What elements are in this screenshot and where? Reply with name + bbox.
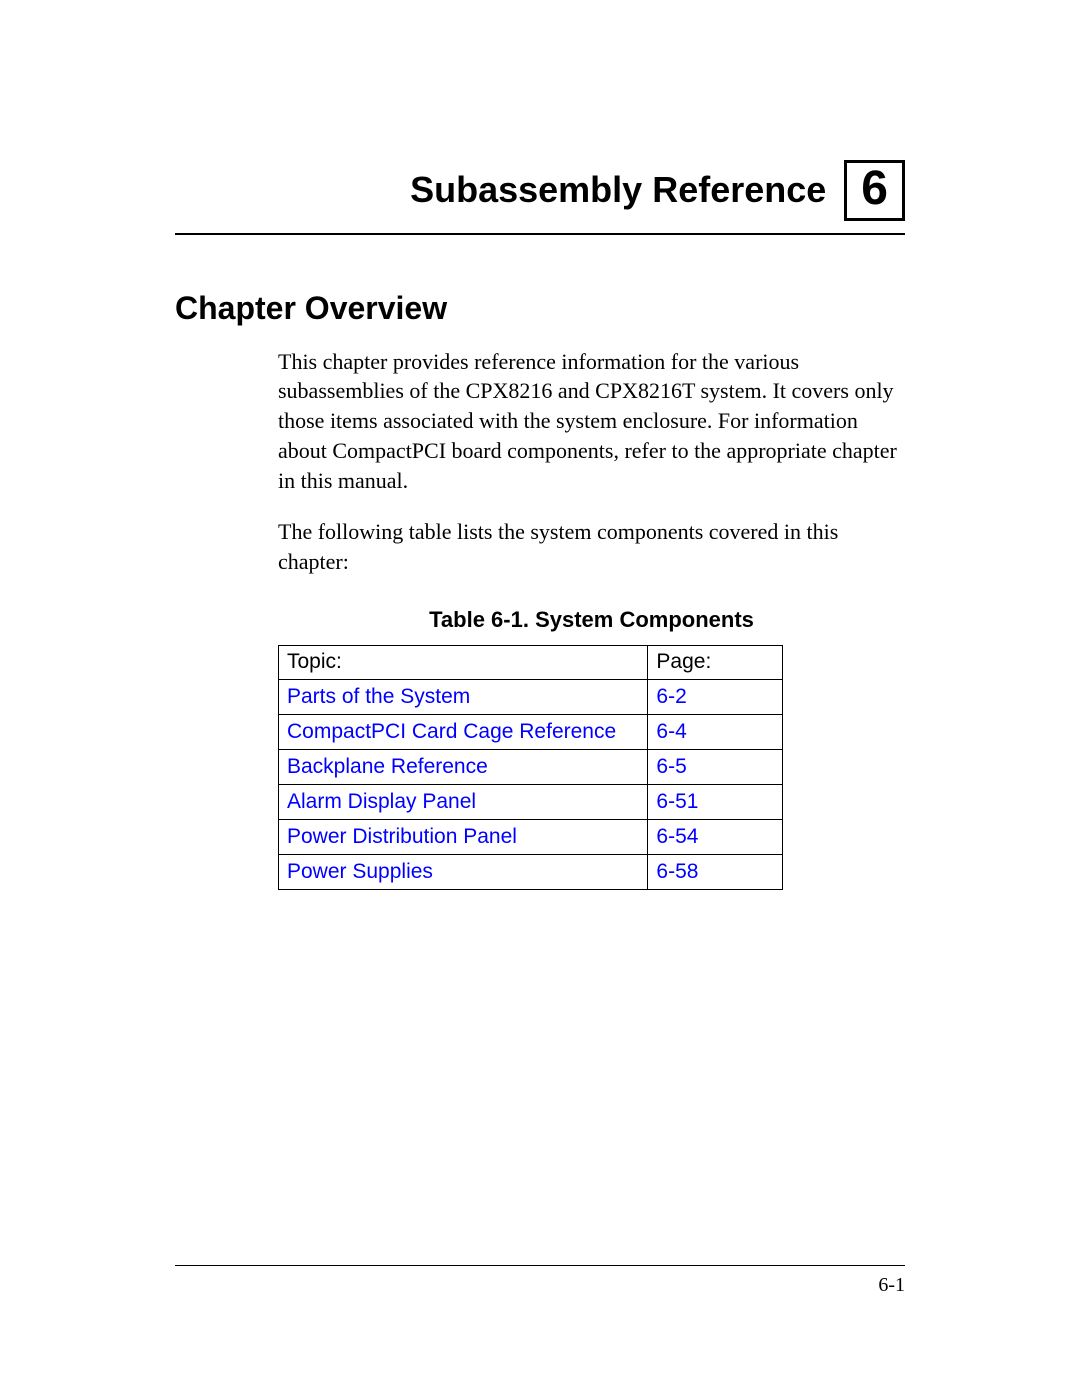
page-footer: 6-1 (175, 1265, 905, 1297)
table-header-row: Topic: Page: (279, 645, 783, 679)
page-link[interactable]: 6-58 (656, 860, 698, 883)
page-link[interactable]: 6-5 (656, 755, 686, 778)
page-link[interactable]: 6-2 (656, 685, 686, 708)
topic-link[interactable]: CompactPCI Card Cage Reference (287, 720, 616, 743)
table-row: Power Distribution Panel 6-54 (279, 819, 783, 854)
overview-paragraph-2: The following table lists the system com… (278, 517, 905, 576)
column-header-page: Page: (648, 645, 783, 679)
topic-link[interactable]: Parts of the System (287, 685, 470, 708)
topic-link[interactable]: Backplane Reference (287, 755, 488, 778)
table-row: Parts of the System 6-2 (279, 679, 783, 714)
table-caption: Table 6-1. System Components (278, 607, 905, 633)
overview-paragraph-1: This chapter provides reference informat… (278, 347, 905, 495)
column-header-topic: Topic: (279, 645, 648, 679)
chapter-title: Subassembly Reference (410, 169, 826, 211)
table-row: Backplane Reference 6-5 (279, 749, 783, 784)
chapter-header: Subassembly Reference 6 (175, 160, 905, 221)
footer-rule (175, 1265, 905, 1266)
chapter-number-box: 6 (844, 160, 905, 221)
table-row: Alarm Display Panel 6-51 (279, 784, 783, 819)
system-components-table: Topic: Page: Parts of the System 6-2 Com… (278, 645, 783, 890)
header-rule (175, 233, 905, 235)
topic-link[interactable]: Power Distribution Panel (287, 825, 517, 848)
page-link[interactable]: 6-51 (656, 790, 698, 813)
table-row: CompactPCI Card Cage Reference 6-4 (279, 714, 783, 749)
page-number: 6-1 (175, 1274, 905, 1297)
topic-link[interactable]: Alarm Display Panel (287, 790, 476, 813)
topic-link[interactable]: Power Supplies (287, 860, 433, 883)
table-row: Power Supplies 6-58 (279, 854, 783, 889)
page-link[interactable]: 6-54 (656, 825, 698, 848)
page-link[interactable]: 6-4 (656, 720, 686, 743)
section-heading: Chapter Overview (175, 290, 905, 327)
